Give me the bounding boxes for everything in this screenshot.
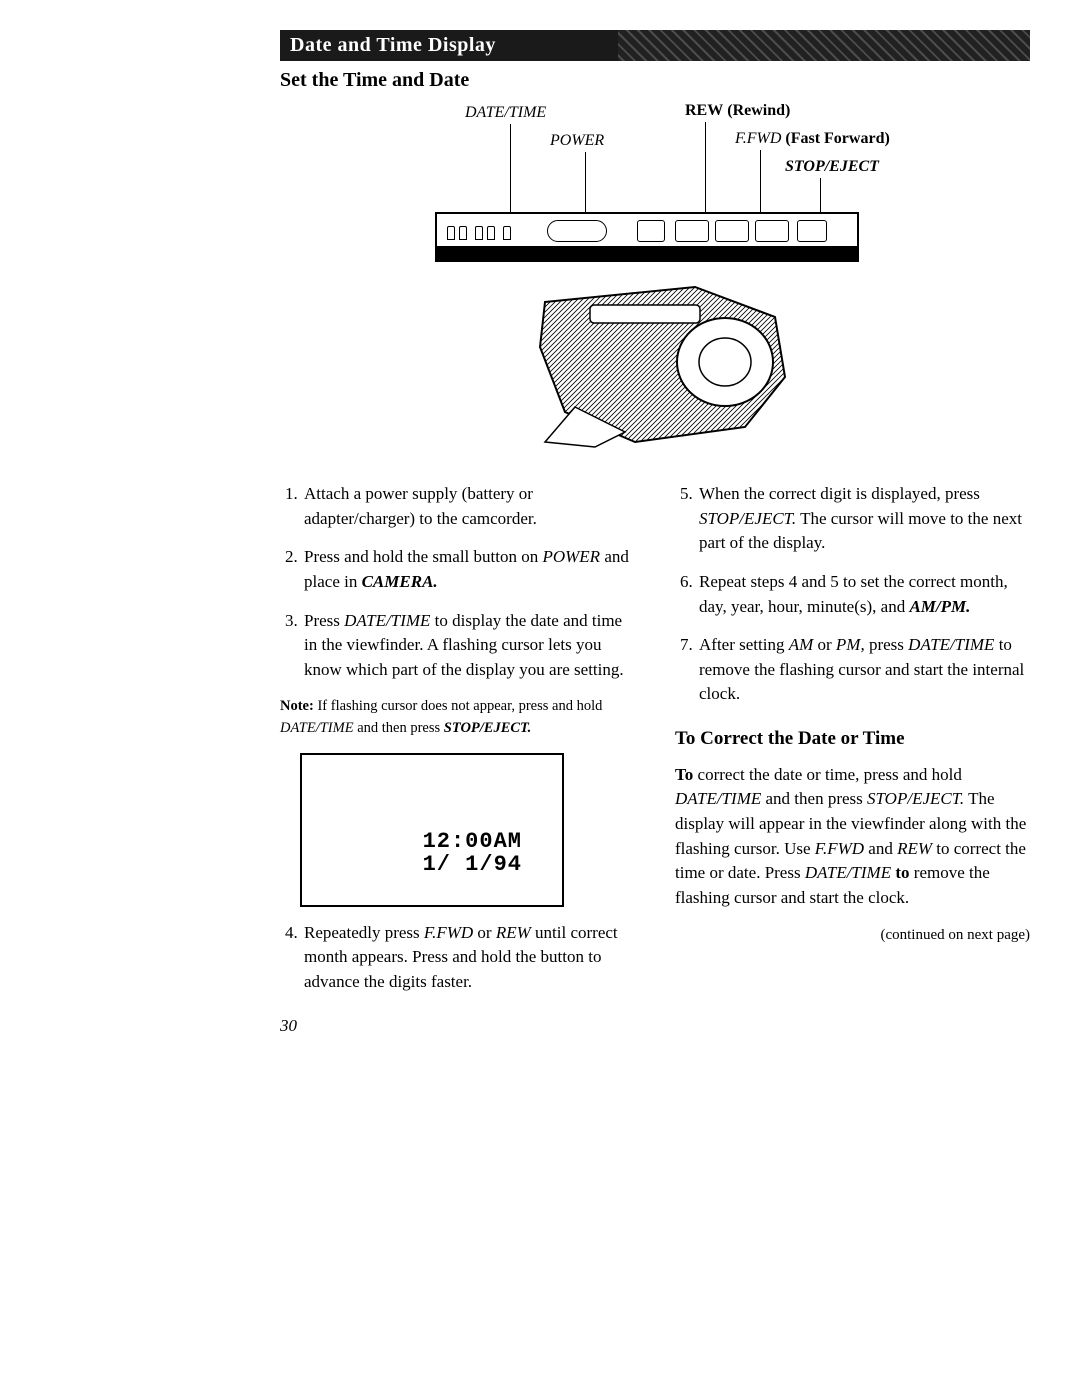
callout-date-time: DATE/TIME [465, 104, 546, 122]
callout-stop-eject: STOP/EJECT [785, 158, 879, 176]
figure-camcorder: DATE/TIME POWER REW (Rewind) F.FWD (Fast… [315, 102, 995, 462]
continued-text: (continued on next page) [675, 925, 1030, 947]
section-title: Set the Time and Date [280, 69, 1030, 92]
viewfinder-illustration: 12:00AM 1/ 1/94 [300, 753, 564, 907]
callout-ffwd: F.FWD (Fast Forward) [735, 130, 890, 148]
step-2: Press and hold the small button on POWER… [302, 545, 635, 594]
viewfinder-date: 1/ 1/94 [423, 853, 522, 876]
step-1: Attach a power supply (battery or adapte… [302, 482, 635, 531]
page-number: 30 [280, 1014, 635, 1039]
step-5: When the correct digit is displayed, pre… [697, 482, 1030, 556]
right-column: When the correct digit is displayed, pre… [675, 482, 1030, 1039]
callout-power: POWER [550, 132, 604, 150]
header-text: Date and Time Display [290, 34, 496, 56]
step-6: Repeat steps 4 and 5 to set the correct … [697, 570, 1030, 619]
instruction-columns: Attach a power supply (battery or adapte… [280, 482, 1030, 1039]
correct-paragraph: To correct the date or time, press and h… [675, 763, 1030, 911]
camcorder-illustration [515, 277, 815, 452]
step-4: Repeatedly press F.FWD or REW until corr… [302, 921, 635, 995]
sub-heading: To Correct the Date or Time [675, 725, 1030, 753]
note-text: Note: If flashing cursor does not appear… [280, 696, 635, 738]
step-3: Press DATE/TIME to display the date and … [302, 609, 635, 683]
left-column: Attach a power supply (battery or adapte… [280, 482, 635, 1039]
control-panel-illustration [435, 212, 859, 262]
callout-rew: REW (Rewind) [685, 102, 790, 120]
header-bar: Date and Time Display [280, 30, 1030, 61]
step-7: After setting AM or PM, press DATE/TIME … [697, 633, 1030, 707]
viewfinder-time: 12:00AM [423, 830, 522, 853]
